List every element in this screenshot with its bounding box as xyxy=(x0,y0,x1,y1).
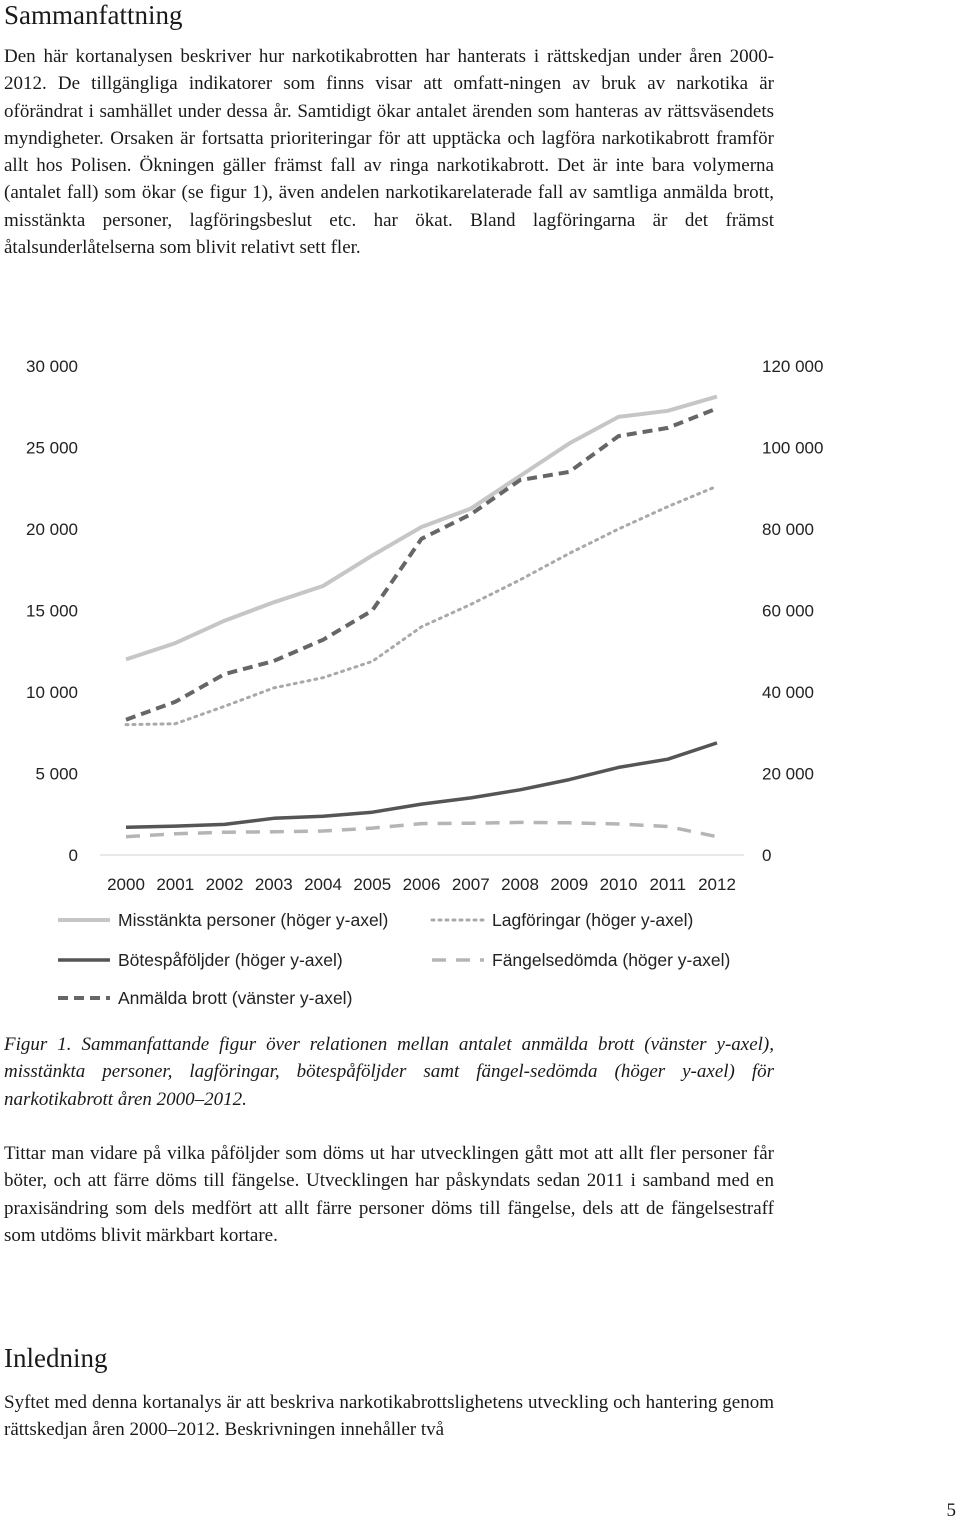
series-line xyxy=(125,394,718,662)
summary-paragraph: Den här kortanalysen beskriver hur narko… xyxy=(4,46,774,259)
summary-heading: Sammanfattning xyxy=(4,0,183,30)
x-tick-label: 2007 xyxy=(452,875,490,894)
x-tick-label: 2005 xyxy=(353,875,391,894)
y-left-tick-label: 10 000 xyxy=(26,683,78,702)
legend-label: Anmälda brott (vänster y-axel) xyxy=(118,988,352,1008)
y-left-tick-label: 15 000 xyxy=(26,602,78,621)
figure-caption: Figur 1. Sammanfattande figur över relat… xyxy=(4,1034,774,1110)
legend-label: Misstänkta personer (höger y-axel) xyxy=(118,910,388,930)
x-tick-label: 2001 xyxy=(156,875,194,894)
series-line xyxy=(125,820,718,839)
x-tick-label: 2002 xyxy=(206,875,244,894)
sanctions-paragraph: Tittar man vidare på vilka påföljder som… xyxy=(4,1143,774,1246)
y-left-tick-label: 5 000 xyxy=(35,765,78,784)
y-right-tick-label: 20 000 xyxy=(762,765,814,784)
y-right-tick-label: 40 000 xyxy=(762,683,814,702)
x-tick-label: 2003 xyxy=(255,875,293,894)
figure-1-chart: 0 5 000 10 000 15 000 20 000 25 000 30 000 0 20… xyxy=(26,357,823,1008)
x-tick-label: 2010 xyxy=(600,875,638,894)
x-tick-label: 2009 xyxy=(550,875,588,894)
x-tick-label: 2011 xyxy=(649,875,686,894)
y-right-tick-label: 80 000 xyxy=(762,520,814,539)
y-right-tick-label: 100 000 xyxy=(762,439,823,458)
y-left-tick-label: 30 000 xyxy=(26,357,78,376)
series-line xyxy=(125,741,718,830)
page-number: 5 xyxy=(946,1500,957,1521)
series-line xyxy=(124,484,719,727)
y-right-tick-label: 120 000 xyxy=(762,357,823,376)
legend-label: Bötespåföljder (höger y-axel) xyxy=(118,950,343,970)
legend-label: Fängelsedömda (höger y-axel) xyxy=(492,950,730,970)
x-tick-label: 2004 xyxy=(304,875,342,894)
y-left-tick-label: 25 000 xyxy=(26,439,78,458)
legend-label: Lagföringar (höger y-axel) xyxy=(492,910,693,930)
x-tick-label: 2008 xyxy=(501,875,539,894)
y-right-tick-label: 60 000 xyxy=(762,602,814,621)
intro-paragraph: Syftet med denna kortanalys är att beskr… xyxy=(4,1392,774,1441)
series-line xyxy=(125,406,718,722)
y-right-tick-label: 0 xyxy=(762,846,771,865)
x-tick-label: 2012 xyxy=(698,875,736,894)
x-tick-label: 2006 xyxy=(403,875,441,894)
y-left-tick-label: 0 xyxy=(69,846,78,865)
x-tick-label: 2000 xyxy=(107,875,145,894)
y-left-tick-label: 20 000 xyxy=(26,520,78,539)
intro-heading: Inledning xyxy=(4,1343,108,1373)
